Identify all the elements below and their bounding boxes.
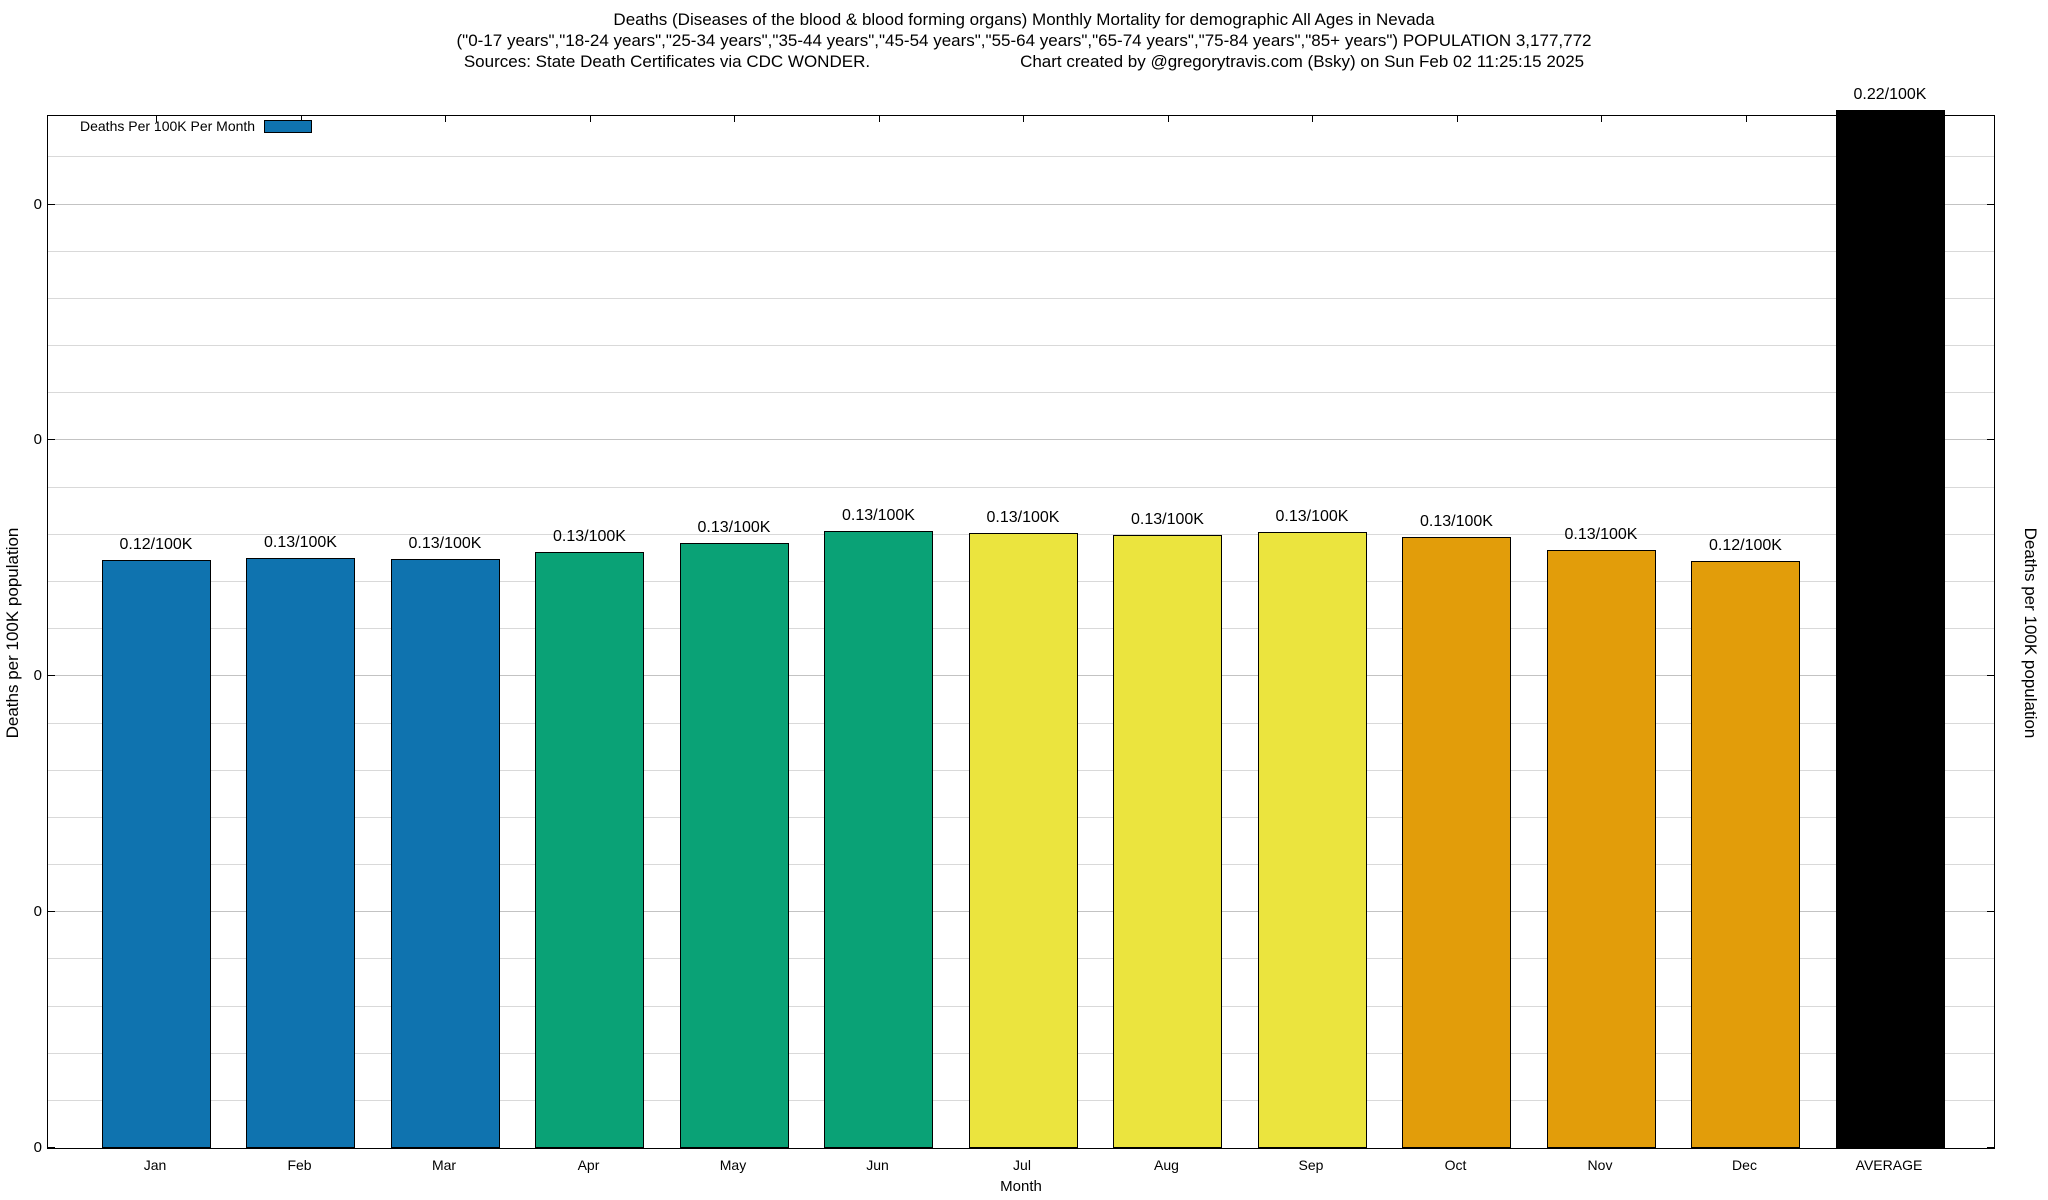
bar-value-label: 0.13/100K [1275,507,1349,525]
bar-value-label: 0.13/100K [986,509,1060,527]
x-tick-label-jan: Jan [143,1157,167,1173]
y-tick-label: 0 [33,195,42,213]
minor-gridline [48,486,1994,488]
bar-jan [101,560,211,1148]
minor-gridline [48,156,1994,158]
bar-value-label: 0.13/100K [1420,513,1493,531]
x-tick-mark [1456,116,1458,122]
x-tick-label-jul: Jul [1013,1157,1031,1173]
x-tick-mark [1745,116,1747,122]
bar-apr [535,552,644,1148]
bar-jul [968,533,1078,1148]
bar-value-label: 0.13/100K [553,528,626,546]
chart-subtitle-demographics: ("0-17 years","18-24 years","25-34 years… [456,31,1592,50]
minor-gridline [48,392,1994,394]
y-axis-title-left: Deaths per 100K population [3,527,22,739]
y-tick-mark [1987,1147,1994,1148]
x-tick-mark [156,116,157,122]
legend-label: Deaths Per 100K Per Month [80,118,256,134]
x-tick-mark [1601,116,1602,122]
bar-value-label: 0.13/100K [1564,525,1638,543]
legend-swatch-icon [264,119,313,133]
bar-mar [390,558,500,1148]
y-tick-mark [48,911,55,913]
bar-value-label: 0.13/100K [697,519,771,537]
bar-value-label: 0.12/100K [119,536,193,554]
bar-average [1835,110,1945,1148]
bar-feb [246,557,355,1148]
x-tick-label-aug: Aug [1154,1157,1179,1173]
y-tick-mark [48,1147,55,1148]
bar-aug [1113,535,1222,1148]
bar-nov [1546,549,1656,1148]
x-tick-label-sep: Sep [1298,1157,1324,1173]
x-tick-mark [878,116,880,122]
x-tick-label-nov: Nov [1587,1157,1613,1173]
bar-value-label: 0.13/100K [1131,511,1204,529]
bar-value-label: 0.13/100K [842,507,915,524]
x-tick-label-average: AVERAGE [1855,1157,1923,1173]
legend: Deaths Per 100K Per Month [80,117,313,135]
x-tick-mark [1312,116,1313,122]
x-tick-label-oct: Oct [1444,1157,1467,1173]
x-tick-mark [734,116,735,122]
y-axis-title-right: Deaths per 100K population [2021,527,2040,739]
credit-text: Chart created by @gregorytravis.com (Bsk… [1020,52,1585,71]
y-tick-mark [1987,911,1994,913]
x-tick-mark [589,116,591,122]
bar-oct [1402,537,1511,1148]
y-tick-label: 0 [33,431,42,449]
x-tick-mark [445,116,446,122]
x-tick-label-apr: Apr [577,1157,600,1173]
x-axis-title: Month [1000,1178,1042,1195]
chart-subtitle-sources: Sources: State Death Certificates via CD… [0,52,2048,72]
bar-may [679,543,789,1148]
x-tick-label-dec: Dec [1732,1157,1757,1173]
major-gridline [48,439,1994,441]
bar-value-label: 0.13/100K [408,534,482,552]
x-tick-label-jun: Jun [866,1157,889,1173]
bar-value-label: 0.12/100K [1709,537,1782,555]
y-tick-mark [48,675,55,677]
y-tick-mark [48,203,55,205]
x-tick-label-may: May [719,1157,747,1173]
y-tick-label: 0 [33,903,42,921]
bar-dec [1691,561,1800,1148]
x-tick-label-mar: Mar [431,1157,457,1173]
chart-title: Deaths (Diseases of the blood & blood fo… [613,10,1435,29]
y-tick-mark [1987,203,1994,205]
x-tick-label-feb: Feb [287,1157,312,1173]
minor-gridline [48,345,1994,347]
bar-value-label: 0.13/100K [264,533,337,551]
minor-gridline [48,250,1994,252]
plot-area: 0 0 0 0 0 0.12/100K 0.13/100K 0.13/100K 0.13/100… [34,86,1995,1156]
major-gridline [48,203,1994,205]
minor-gridline [48,297,1994,299]
y-tick-label: 0 [33,667,42,685]
y-tick-mark [1987,675,1994,677]
bar-jun [824,531,933,1148]
x-tick-mark [300,116,302,122]
bar-sep [1257,531,1367,1148]
y-tick-mark [48,439,55,441]
y-tick-label: 0 [33,1139,42,1156]
x-tick-mark [1167,116,1169,122]
x-tick-mark [1023,116,1024,122]
sources-text: Sources: State Death Certificates via CD… [463,52,871,71]
bar-value-label: 0.22/100K [1853,86,1927,104]
y-tick-mark [1987,439,1994,441]
